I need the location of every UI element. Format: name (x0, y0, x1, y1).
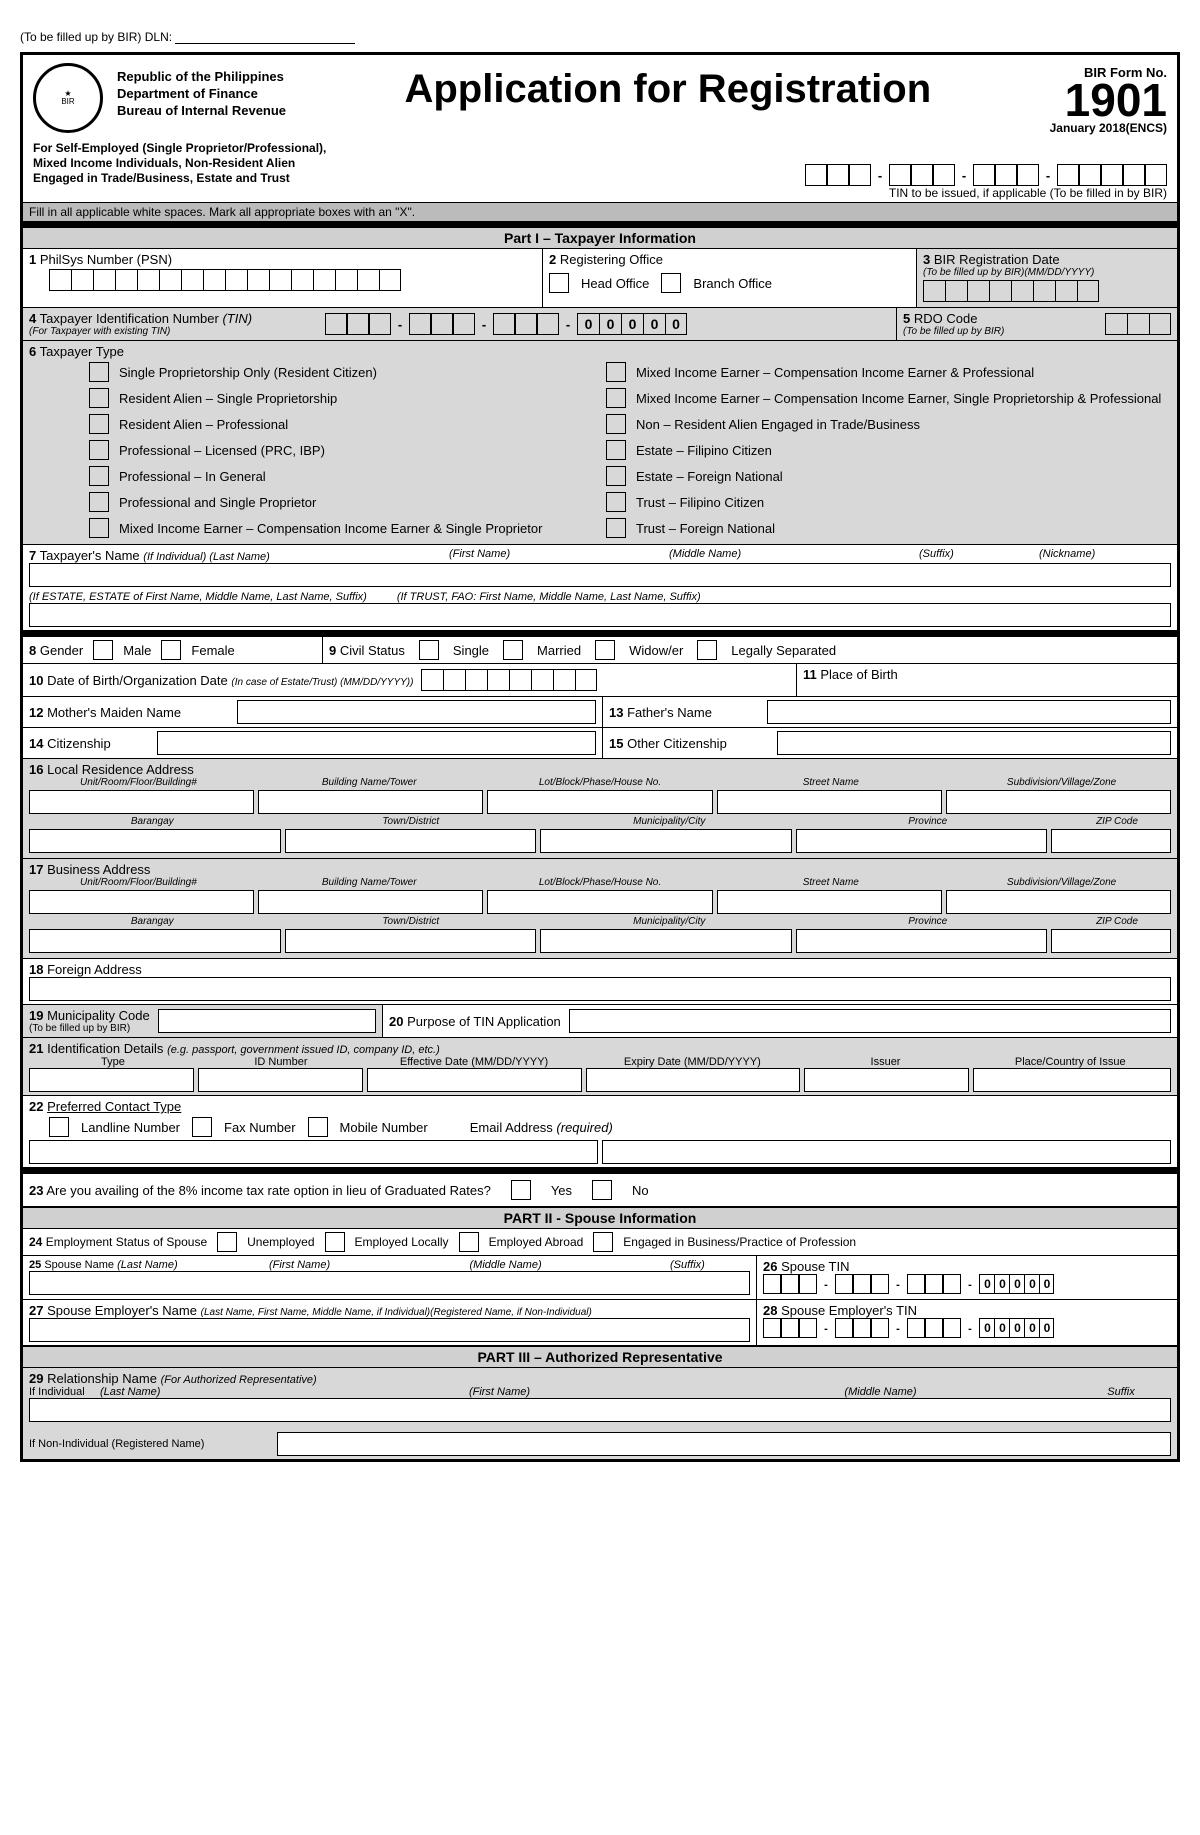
sp-abroad-chk[interactable] (459, 1232, 479, 1252)
form-title: Application for Registration (286, 63, 1050, 135)
tt-chk[interactable] (606, 414, 626, 434)
addr16-zip[interactable] (1051, 829, 1171, 853)
gender-male-chk[interactable] (93, 640, 113, 660)
sp-biz-chk[interactable] (593, 1232, 613, 1252)
foreign-addr-input[interactable] (29, 977, 1171, 1001)
addr16-lot[interactable] (487, 790, 712, 814)
cs-single-chk[interactable] (419, 640, 439, 660)
id-issuer[interactable] (804, 1068, 969, 1092)
addr17-unit[interactable] (29, 890, 254, 914)
addr17-city[interactable] (540, 929, 792, 953)
rdo-boxes[interactable] (1105, 311, 1171, 337)
addr16-bldg[interactable] (258, 790, 483, 814)
dln-prefix: (To be filled up by BIR) DLN: (20, 30, 1180, 44)
addr17-brgy[interactable] (29, 929, 281, 953)
eight-pct-no-chk[interactable] (592, 1180, 612, 1200)
tt-chk[interactable] (89, 388, 109, 408)
tt-chk[interactable] (606, 362, 626, 382)
part3-title: PART III – Authorized Representative (23, 1346, 1177, 1368)
dln-input[interactable] (175, 30, 355, 44)
id-exp[interactable] (586, 1068, 800, 1092)
spouse-employer-tin-boxes[interactable]: - - - 00000 (763, 1318, 1171, 1340)
form-number: BIR Form No. 1901 January 2018(ENCS) (1050, 63, 1167, 135)
tt-chk[interactable] (89, 440, 109, 460)
psn-boxes[interactable] (29, 267, 536, 293)
tin-zeros: 00000 (577, 313, 687, 335)
addr16-subd[interactable] (946, 790, 1171, 814)
spouse-employer-input[interactable] (29, 1318, 750, 1342)
id-type[interactable] (29, 1068, 194, 1092)
email-input[interactable] (602, 1140, 1171, 1164)
addr16-town[interactable] (285, 829, 537, 853)
addr17-street[interactable] (717, 890, 942, 914)
spouse-name-input[interactable] (29, 1271, 750, 1295)
contact-land-chk[interactable] (49, 1117, 69, 1137)
id-eff[interactable] (367, 1068, 581, 1092)
rep-individual-input[interactable] (29, 1398, 1171, 1422)
tt-chk[interactable] (89, 492, 109, 512)
addr17-bldg[interactable] (258, 890, 483, 914)
id-number[interactable] (198, 1068, 363, 1092)
tin-boxes[interactable]: - - - 00000 (325, 313, 687, 335)
taxpayer-name-input[interactable] (29, 563, 1171, 587)
spouse-tin-boxes[interactable]: - - - 00000 (763, 1274, 1171, 1296)
tt-chk[interactable] (606, 518, 626, 538)
cs-married-chk[interactable] (503, 640, 523, 660)
contact-mob-chk[interactable] (308, 1117, 328, 1137)
id-place[interactable] (973, 1068, 1171, 1092)
muni-code-input[interactable] (158, 1009, 376, 1033)
contact-num-input[interactable] (29, 1140, 598, 1164)
gender-female-chk[interactable] (161, 640, 181, 660)
addr17-subd[interactable] (946, 890, 1171, 914)
tt-chk[interactable] (606, 388, 626, 408)
mother-name-input[interactable] (237, 700, 596, 724)
estate-trust-name-input[interactable] (29, 603, 1171, 627)
head-office-chk[interactable] (549, 273, 569, 293)
contact-fax-chk[interactable] (192, 1117, 212, 1137)
tin-to-issue-boxes[interactable]: - - - (805, 164, 1167, 186)
rep-nonindividual-input[interactable] (277, 1432, 1171, 1456)
form-container: ★BIR Republic of the PhilippinesDepartme… (20, 52, 1180, 1462)
tt-chk[interactable] (89, 414, 109, 434)
other-citizenship-input[interactable] (777, 731, 1171, 755)
bir-seal: ★BIR (33, 63, 103, 133)
tin-caption: TIN to be issued, if applicable (To be f… (23, 186, 1177, 202)
cs-widow-chk[interactable] (595, 640, 615, 660)
addr16-prov[interactable] (796, 829, 1048, 853)
addr16-brgy[interactable] (29, 829, 281, 853)
addr17-zip[interactable] (1051, 929, 1171, 953)
purpose-input[interactable] (569, 1009, 1171, 1033)
tt-chk[interactable] (606, 440, 626, 460)
father-name-input[interactable] (767, 700, 1171, 724)
sp-unemployed-chk[interactable] (217, 1232, 237, 1252)
addr16-street[interactable] (717, 790, 942, 814)
addr17-prov[interactable] (796, 929, 1048, 953)
tt-chk[interactable] (89, 518, 109, 538)
reg-date-boxes[interactable] (923, 278, 1171, 304)
eight-pct-yes-chk[interactable] (511, 1180, 531, 1200)
citizenship-input[interactable] (157, 731, 596, 755)
agency-block: Republic of the PhilippinesDepartment of… (117, 63, 286, 135)
part1-title: Part I – Taxpayer Information (23, 227, 1177, 249)
addr17-town[interactable] (285, 929, 537, 953)
branch-office-chk[interactable] (661, 273, 681, 293)
subheader-text: For Self-Employed (Single Proprietor/Pro… (33, 141, 805, 186)
tt-chk[interactable] (89, 362, 109, 382)
sp-local-chk[interactable] (325, 1232, 345, 1252)
part2-title: PART II - Spouse Information (23, 1207, 1177, 1229)
addr16-unit[interactable] (29, 790, 254, 814)
tt-chk[interactable] (606, 492, 626, 512)
tt-chk[interactable] (606, 466, 626, 486)
cs-separated-chk[interactable] (697, 640, 717, 660)
tt-chk[interactable] (89, 466, 109, 486)
addr16-city[interactable] (540, 829, 792, 853)
instructions-bar: Fill in all applicable white spaces. Mar… (23, 202, 1177, 221)
dob-boxes[interactable] (421, 667, 597, 693)
addr17-lot[interactable] (487, 890, 712, 914)
